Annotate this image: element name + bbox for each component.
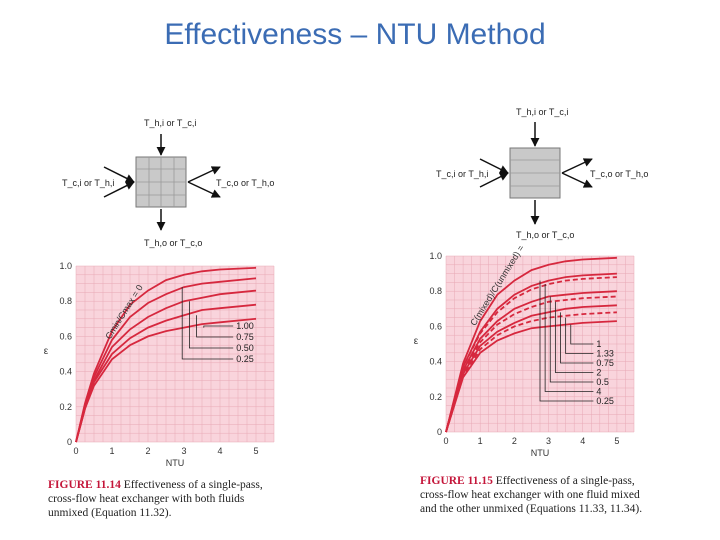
right-figure-number: FIGURE 11.15 <box>420 475 493 487</box>
effectiveness-curve <box>75 317 257 443</box>
legend-leader-line <box>565 317 594 354</box>
effectiveness-curve <box>75 277 257 443</box>
y-tick-label: 0.8 <box>429 286 442 296</box>
y-tick-label: 0.4 <box>429 357 442 367</box>
y-tick-label: 0.2 <box>429 392 442 402</box>
y-axis-label: ε <box>414 336 419 347</box>
x-tick-label: 0 <box>73 446 78 456</box>
x-tick-label: 4 <box>580 436 585 446</box>
effectiveness-curve <box>445 304 617 433</box>
schem-top-label: T_h,i or T_c,i <box>144 118 196 128</box>
legend-value-label: 4 <box>596 387 601 397</box>
left-schematic: T_h,i or T_c,i T_c,i or T_h,i T_c,o or T… <box>62 118 274 248</box>
x-axis-label: NTU <box>531 448 550 458</box>
left-figure-number: FIGURE 11.14 <box>48 479 121 491</box>
legend-leader-line <box>188 301 234 349</box>
legend-value-label: 0.75 <box>596 358 614 368</box>
y-tick-label: 1.0 <box>59 261 72 271</box>
x-tick-label: 1 <box>478 436 483 446</box>
legend-leader-line <box>570 324 594 345</box>
left-caption: FIGURE 11.14 Effectiveness of a single-p… <box>48 478 268 520</box>
x-axis-label: NTU <box>166 458 185 468</box>
y-tick-label: 0.6 <box>59 331 72 341</box>
x-tick-label: 2 <box>145 446 150 456</box>
schem-bottom-label: T_h,o or T_c,o <box>144 238 202 248</box>
x-tick-label: 5 <box>614 436 619 446</box>
x-tick-label: 5 <box>253 446 258 456</box>
legend-leader-line <box>181 287 234 360</box>
legend-value-label: 0.5 <box>596 377 609 387</box>
y-tick-label: 0 <box>67 437 72 447</box>
x-tick-label: 0 <box>443 436 448 446</box>
effectiveness-curve <box>445 295 617 433</box>
legend-leader-line <box>539 280 594 402</box>
x-tick-label: 3 <box>546 436 551 446</box>
effectiveness-curve <box>445 311 617 433</box>
page-title: Effectiveness – NTU Method <box>164 18 546 51</box>
right-caption: FIGURE 11.15 Effectiveness of a single-p… <box>420 474 650 516</box>
legend-value-label: 0.25 <box>596 396 614 406</box>
y-tick-label: 0.8 <box>59 296 72 306</box>
effectiveness-curve <box>445 276 617 433</box>
legend-value-label: 1.33 <box>596 349 614 359</box>
legend-leader-line <box>560 312 594 364</box>
x-tick-label: 2 <box>512 436 517 446</box>
y-tick-label: 0.4 <box>59 367 72 377</box>
y-tick-label: 0 <box>437 427 442 437</box>
effectiveness-curve <box>445 290 617 433</box>
legend-value-label: 0.25 <box>236 354 254 364</box>
effectiveness-curve <box>445 320 617 433</box>
schem-bottom-label: T_h,o or T_c,o <box>516 230 574 240</box>
legend-leader-line <box>544 284 594 392</box>
y-tick-label: 1.0 <box>429 251 442 261</box>
legend-value-label: 0.50 <box>236 343 254 353</box>
legend-leader-line <box>554 301 594 373</box>
y-tick-label: 0.6 <box>429 321 442 331</box>
schem-left-label: T_c,i or T_h,i <box>436 169 488 179</box>
schem-right-label: T_c,o or T_h,o <box>590 169 648 179</box>
x-tick-label: 4 <box>217 446 222 456</box>
effectiveness-curve <box>445 256 617 433</box>
effectiveness-curve <box>445 272 617 433</box>
legend-leader-line <box>203 325 234 328</box>
y-tick-label: 0.2 <box>59 402 72 412</box>
legend-leader-line <box>196 315 234 338</box>
legend-leader-line <box>549 296 594 383</box>
legend-value-label: 1 <box>596 339 601 349</box>
legend-value-label: 0.75 <box>236 332 254 342</box>
legend-value-label: 2 <box>596 368 601 378</box>
schem-right-label: T_c,o or T_h,o <box>216 178 274 188</box>
right-effectiveness-chart: 01234500.20.40.60.81.0NTUεC(mixed)/C(unm… <box>414 246 635 458</box>
right-caption-text: Effectiveness of a single-pass, cross-fl… <box>420 475 643 515</box>
schem-top-label: T_h,i or T_c,i <box>516 107 568 117</box>
legend-value-label: 1.00 <box>236 321 254 331</box>
x-tick-label: 1 <box>109 446 114 456</box>
x-tick-label: 3 <box>181 446 186 456</box>
y-axis-label: ε <box>44 346 49 357</box>
left-caption-text: Effectiveness of a single-pass, cross-fl… <box>48 479 263 519</box>
schem-left-label: T_c,i or T_h,i <box>62 178 114 188</box>
right-schematic: T_h,i or T_c,i T_c,i or T_h,i T_c,o or T… <box>436 107 648 240</box>
